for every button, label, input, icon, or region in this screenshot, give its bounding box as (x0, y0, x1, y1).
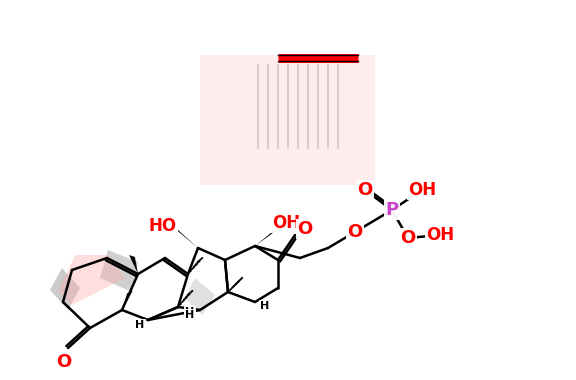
Text: OH: OH (408, 181, 436, 199)
Text: H: H (185, 307, 195, 317)
Text: H: H (135, 320, 145, 330)
Polygon shape (172, 225, 198, 248)
Text: OH: OH (426, 226, 454, 244)
Text: H: H (185, 310, 195, 320)
Polygon shape (58, 255, 125, 305)
Polygon shape (100, 250, 138, 292)
Text: O: O (400, 229, 416, 247)
Text: O: O (56, 353, 71, 371)
Text: OH: OH (272, 214, 300, 232)
Text: O: O (357, 181, 373, 199)
Text: P: P (385, 201, 399, 219)
Text: HO: HO (149, 217, 177, 235)
Text: O: O (297, 220, 313, 238)
Polygon shape (185, 278, 215, 315)
Polygon shape (129, 255, 138, 274)
Bar (200, 55, 375, 185)
Polygon shape (255, 222, 285, 246)
Polygon shape (50, 268, 80, 310)
Text: H: H (260, 301, 270, 311)
Text: O: O (347, 223, 363, 241)
Polygon shape (122, 291, 132, 310)
